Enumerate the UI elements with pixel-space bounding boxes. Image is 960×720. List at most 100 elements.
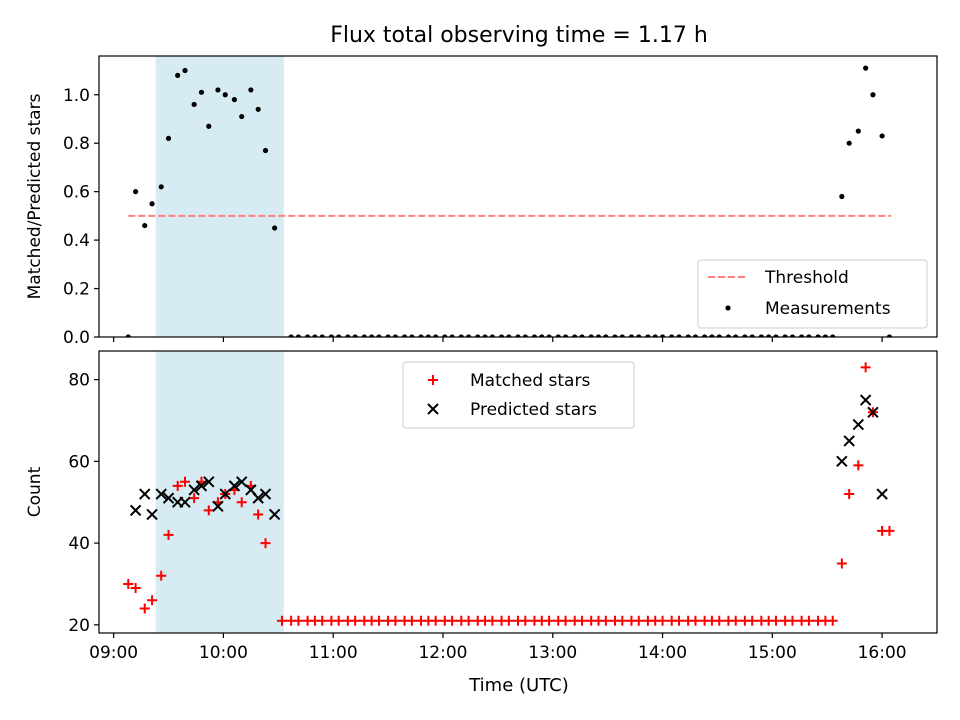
measurement-point (603, 334, 609, 337)
measurement-point (132, 189, 139, 195)
matched-star-point (172, 480, 183, 491)
measurement-point (830, 334, 836, 337)
measurement-point (595, 334, 602, 337)
measurement-point (619, 334, 625, 337)
x-tick-label: 12:00 (418, 643, 467, 663)
x-tick-label: 16:00 (858, 643, 907, 663)
matched-star-point (787, 615, 798, 626)
matched-star-point (747, 615, 758, 626)
measurement-point (465, 334, 472, 337)
matched-star-point (770, 615, 781, 626)
measurement-point (531, 334, 538, 337)
predicted-star-point (129, 504, 142, 517)
predicted-star-point (836, 455, 848, 468)
measurement-point (328, 334, 334, 337)
measurement-point (385, 334, 391, 337)
matched-star-point (253, 509, 264, 520)
matched-star-point (350, 615, 361, 626)
matched-star-point (203, 505, 214, 516)
y-tick-label: 0.4 (63, 231, 90, 251)
measurement-point (773, 334, 779, 337)
predicted-star-point (155, 488, 167, 500)
y-tick-label: 20 (68, 616, 90, 636)
matched-star-point (447, 615, 458, 626)
y-tick-label: 60 (68, 452, 90, 472)
matched-star-point (276, 615, 287, 626)
y-axis-label: Matched/Predicted stars (25, 93, 45, 299)
y-tick-label: 0.8 (63, 134, 90, 154)
matched-star-point (674, 615, 685, 626)
measurement-point (539, 334, 545, 337)
predicted-star-point (179, 496, 191, 508)
predicted-star-point (195, 480, 208, 492)
measurement-point (685, 334, 691, 337)
matched-star-point (577, 615, 588, 626)
predicted-star-point (188, 484, 200, 496)
measurement-point (369, 334, 375, 337)
matched-star-point (123, 578, 134, 589)
measurement-point (401, 334, 408, 337)
measurement-point (288, 334, 294, 337)
predicted-star-point (268, 508, 281, 521)
measurement-point (588, 334, 594, 337)
measurement-point (572, 334, 578, 337)
predicted-star-point (876, 488, 888, 500)
matched-star-point (803, 615, 814, 626)
measurement-point (659, 334, 666, 337)
measurement-point (692, 334, 699, 337)
measurement-point (312, 334, 318, 337)
measurement-point (262, 147, 269, 154)
measurement-point (165, 135, 172, 141)
measurement-point (733, 334, 739, 337)
measurement-point (579, 334, 585, 337)
matched-star-point (600, 615, 611, 626)
measurement-point (418, 334, 424, 337)
y-tick-label: 80 (68, 371, 90, 391)
measurement-point (248, 87, 254, 93)
measurement-point (879, 133, 885, 139)
measurement-point (149, 201, 155, 207)
measurement-point (125, 334, 131, 337)
matched-star-point (406, 615, 417, 626)
matched-star-point (853, 460, 864, 471)
measurement-point (725, 334, 732, 337)
legend-predicted-swatch (427, 403, 439, 415)
predicted-star-point (852, 418, 865, 431)
measurement-point (222, 92, 228, 98)
matched-star-point (189, 493, 200, 504)
predicted-star-point (146, 508, 158, 521)
matched-star-point (520, 615, 531, 626)
x-tick-label: 15:00 (748, 643, 797, 663)
legend-box (697, 259, 928, 329)
y-tick-label: 0.2 (63, 280, 90, 300)
measurement-point (506, 334, 512, 337)
measurement-point (636, 334, 642, 337)
predicted-star-point (843, 435, 855, 447)
plot-area-1 (123, 362, 895, 626)
predicted-star-point (236, 476, 248, 488)
matched-star-point (730, 615, 741, 626)
matched-star-point (633, 615, 644, 626)
measurement-point (498, 334, 505, 337)
measurement-point (870, 92, 876, 98)
matched-star-point (260, 538, 271, 549)
matched-star-point (147, 595, 158, 606)
matched-star-point (860, 362, 871, 373)
measurement-point (336, 334, 342, 337)
x-tick-label: 09:00 (89, 643, 138, 663)
legend-matched-swatch (428, 375, 438, 385)
axes-frame-0 (98, 55, 938, 338)
measurement-point (766, 334, 772, 337)
measurement-point (782, 334, 788, 337)
measurement-point (458, 334, 464, 337)
measurement-point (475, 334, 481, 337)
legend-measurements-swatch (725, 305, 731, 311)
matched-star-point (430, 615, 441, 626)
legend-box (402, 361, 635, 429)
measurement-point (846, 140, 852, 146)
matched-star-point (714, 615, 725, 626)
measurement-point (442, 334, 448, 337)
measurement-point (822, 334, 828, 337)
x-tick-label: 11:00 (309, 643, 358, 663)
measurement-point (522, 334, 528, 337)
